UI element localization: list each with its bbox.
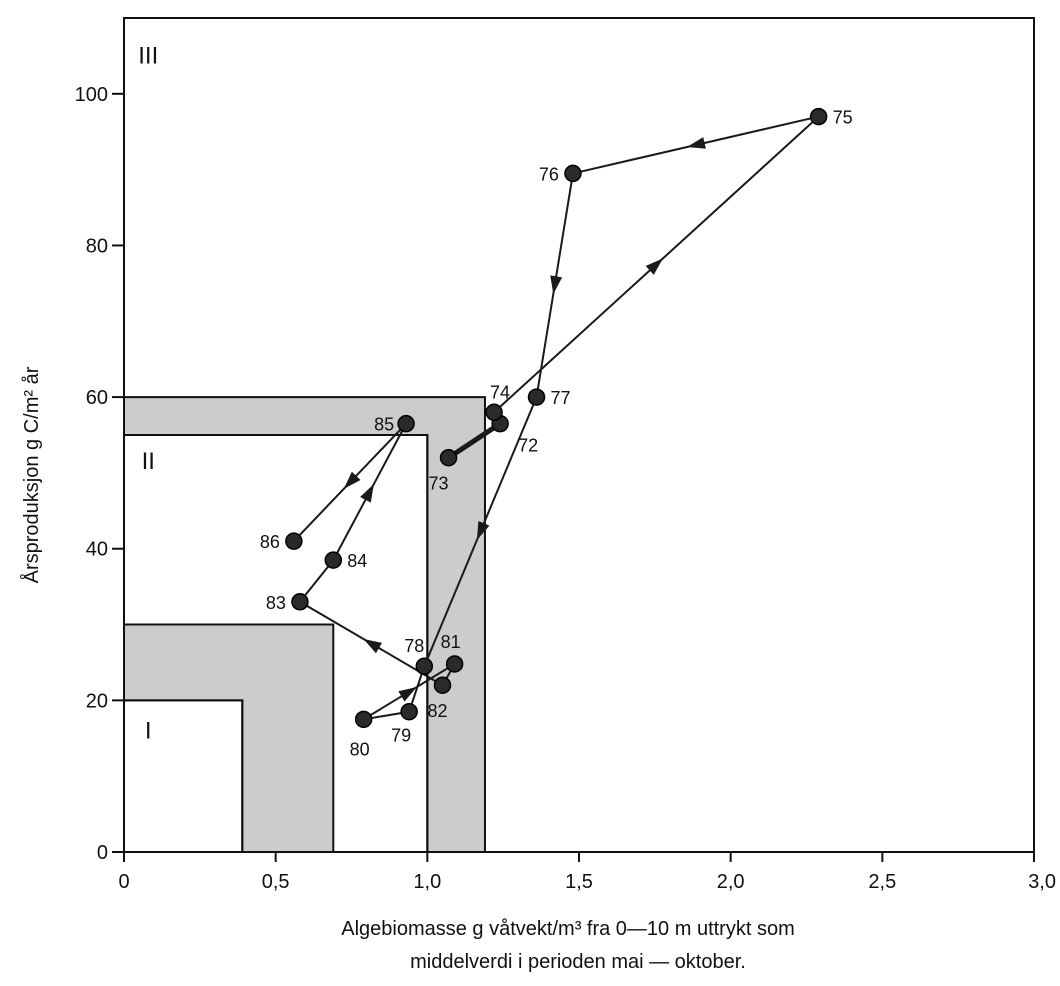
data-label-79: 79: [391, 726, 411, 746]
data-point-84: [324, 551, 343, 569]
data-point-85: [397, 414, 415, 433]
region-label-III: III: [138, 42, 158, 69]
x-tick-label: 2,5: [868, 871, 896, 893]
x-tick-label: 0: [118, 871, 129, 893]
data-label-72: 72: [518, 436, 538, 456]
y-tick-label: 60: [86, 387, 108, 409]
data-label-85: 85: [374, 415, 394, 435]
axis-ticks: 0 0,5 1,0 1,5 2,0 2,5 3,0 0 20 40 60 80 100: [75, 84, 1056, 893]
data-label-80: 80: [350, 739, 370, 759]
region-label-II: II: [142, 448, 155, 475]
data-label-77: 77: [551, 388, 571, 408]
data-point-77: [527, 388, 546, 406]
arrow-80-81: [398, 686, 417, 702]
y-tick-label: 20: [86, 690, 108, 712]
arrow-75-76: [687, 137, 706, 149]
x-tick-label: 1,0: [413, 871, 441, 893]
data-point-83: [291, 593, 309, 611]
x-tick-label: 3,0: [1028, 871, 1056, 893]
region-boundaries: [124, 434, 429, 852]
x-tick-label: 1,5: [565, 871, 593, 893]
segment-73-72: [447, 421, 502, 460]
region-label-I: I: [145, 717, 152, 744]
data-point-86: [285, 532, 303, 550]
data-label-74: 74: [490, 382, 510, 402]
data-label-78: 78: [404, 636, 424, 656]
data-label-81: 81: [441, 632, 461, 652]
x-axis-title-line-1: Algebiomasse g våtvekt/m³ fra 0—10 m utt…: [341, 918, 795, 940]
arrow-74-75: [645, 258, 664, 275]
arrow-84-85: [360, 483, 374, 503]
data-point-79: [400, 702, 418, 721]
data-label-75: 75: [833, 108, 853, 128]
y-tick-label: 100: [75, 84, 108, 106]
y-axis-title: Årsproduksjon g C/m² år: [20, 366, 43, 583]
data-point-73: [439, 448, 458, 467]
segment-83-84: [299, 559, 335, 603]
y-tick-label: 40: [86, 539, 108, 561]
y-tick-label: 0: [97, 842, 108, 864]
arrow-76-77: [550, 275, 563, 295]
data-label-84: 84: [347, 551, 367, 571]
data-point-75: [809, 107, 828, 126]
data-point-82: [433, 676, 452, 694]
transition-band-1: [123, 623, 335, 853]
x-axis-title-line-2: middelverdi i perioden mai — oktober.: [410, 951, 746, 973]
data-point-81: [445, 655, 464, 673]
arrow-77-78: [476, 521, 490, 540]
data-label-86: 86: [260, 532, 280, 552]
data-points: 72 73 74 75 76 77 78 79 80 81 82 83 84 85 86: [260, 108, 853, 760]
region-boundary-2: [124, 434, 429, 852]
data-label-82: 82: [427, 701, 447, 721]
data-point-78: [415, 657, 434, 675]
arrow-82-83: [363, 638, 383, 654]
transition-bands: [123, 396, 486, 853]
arrow-85-86: [343, 471, 361, 489]
data-label-76: 76: [539, 164, 559, 184]
y-tick-label: 80: [86, 235, 108, 257]
data-label-73: 73: [429, 474, 449, 494]
direction-arrows: [343, 137, 706, 702]
x-tick-label: 2,0: [717, 871, 745, 893]
x-tick-label: 0,5: [262, 871, 290, 893]
data-point-80: [354, 710, 373, 729]
data-point-74: [485, 403, 503, 422]
region-boundary-1: [124, 699, 244, 852]
data-point-76: [564, 164, 582, 183]
data-label-83: 83: [266, 593, 286, 613]
